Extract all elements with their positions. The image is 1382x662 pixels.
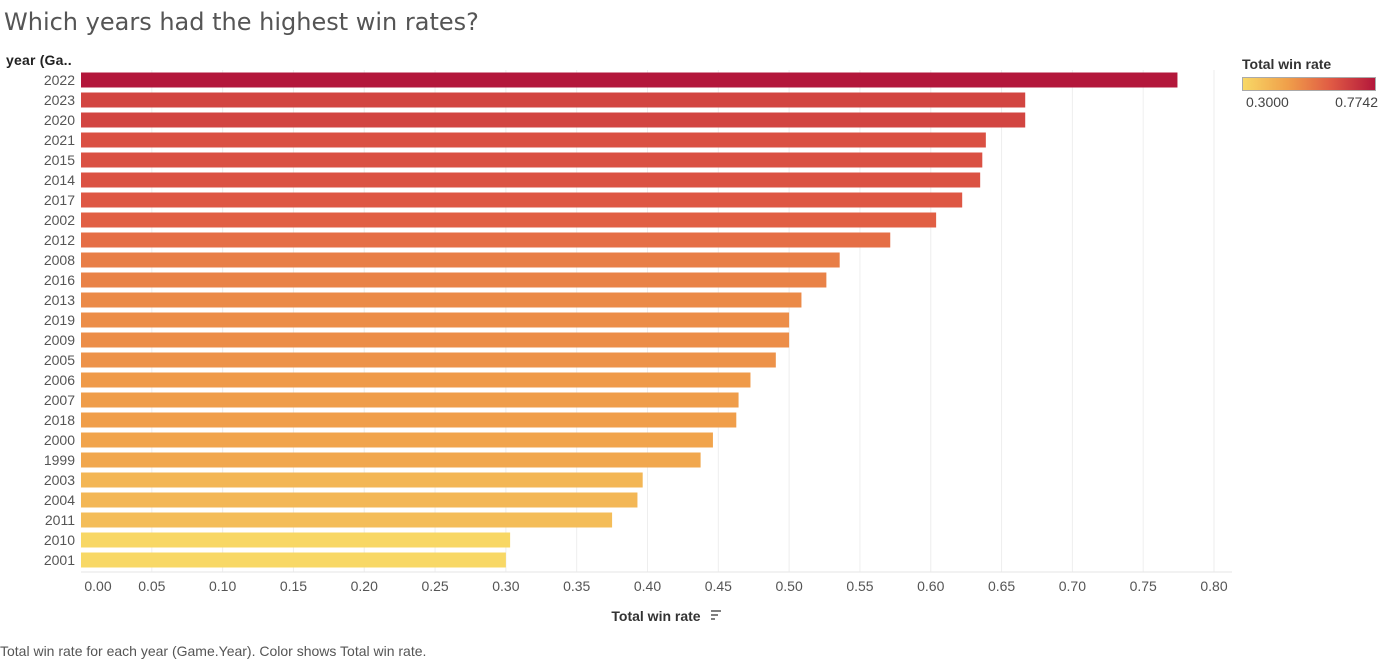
x-tick-label: 0.60 bbox=[917, 578, 944, 594]
category-label-2019[interactable]: 2019 bbox=[44, 312, 75, 328]
legend-max-label: 0.7742 bbox=[1335, 94, 1378, 110]
bar-2005[interactable] bbox=[81, 352, 776, 368]
bar-2021[interactable] bbox=[81, 132, 986, 148]
x-tick-label: 0.55 bbox=[846, 578, 873, 594]
legend-title: Total win rate bbox=[1242, 56, 1332, 72]
bar-2011[interactable] bbox=[81, 512, 613, 528]
category-label-2022[interactable]: 2022 bbox=[44, 72, 75, 88]
category-label-2006[interactable]: 2006 bbox=[44, 372, 75, 388]
x-tick-label: 0.35 bbox=[563, 578, 590, 594]
bar-2013[interactable] bbox=[81, 292, 802, 308]
bars bbox=[81, 72, 1178, 568]
x-axis-title[interactable]: Total win rate bbox=[611, 608, 700, 624]
x-tick-label: 0.40 bbox=[634, 578, 661, 594]
category-label-2001[interactable]: 2001 bbox=[44, 552, 75, 568]
bar-1999[interactable] bbox=[81, 452, 701, 468]
bar-2006[interactable] bbox=[81, 372, 751, 388]
x-tick-label: 0.25 bbox=[421, 578, 448, 594]
row-header[interactable]: year (Ga.. bbox=[6, 52, 72, 68]
category-label-2015[interactable]: 2015 bbox=[44, 152, 75, 168]
legend-min-label: 0.3000 bbox=[1246, 94, 1289, 110]
x-tick-label: 0.05 bbox=[138, 578, 165, 594]
bar-2016[interactable] bbox=[81, 272, 827, 288]
bar-2017[interactable] bbox=[81, 192, 963, 208]
x-axis-ticks: 0.00 0.05 0.10 0.15 0.20 0.25 0.30 0.35 0.40 0.45… bbox=[84, 578, 1227, 594]
x-tick-label: 0.45 bbox=[705, 578, 732, 594]
category-label-2000[interactable]: 2000 bbox=[44, 432, 75, 448]
bar-2002[interactable] bbox=[81, 212, 937, 228]
bar-2010[interactable] bbox=[81, 532, 511, 548]
chart-caption: Total win rate for each year (Game.Year)… bbox=[0, 643, 427, 659]
bar-2019[interactable] bbox=[81, 312, 790, 328]
category-label-2005[interactable]: 2005 bbox=[44, 352, 75, 368]
category-label-2010[interactable]: 2010 bbox=[44, 532, 75, 548]
category-label-2004[interactable]: 2004 bbox=[44, 492, 75, 508]
bar-2023[interactable] bbox=[81, 92, 1026, 108]
category-label-2011[interactable]: 2011 bbox=[45, 512, 75, 528]
x-tick-label: 0.75 bbox=[1130, 578, 1157, 594]
bar-2015[interactable] bbox=[81, 152, 983, 168]
bar-2007[interactable] bbox=[81, 392, 739, 408]
category-label-2017[interactable]: 2017 bbox=[44, 192, 75, 208]
x-tick-label: 0.80 bbox=[1200, 578, 1227, 594]
category-label-2012[interactable]: 2012 bbox=[44, 232, 75, 248]
x-tick-label: 0.10 bbox=[209, 578, 236, 594]
category-label-2014[interactable]: 2014 bbox=[44, 172, 75, 188]
x-tick-label: 0.30 bbox=[492, 578, 519, 594]
bar-2000[interactable] bbox=[81, 432, 713, 448]
bar-2012[interactable] bbox=[81, 232, 891, 248]
category-label-2007[interactable]: 2007 bbox=[44, 392, 75, 408]
category-label-2008[interactable]: 2008 bbox=[44, 252, 75, 268]
category-label-2023[interactable]: 2023 bbox=[44, 92, 75, 108]
category-label-2016[interactable]: 2016 bbox=[44, 272, 75, 288]
bar-2009[interactable] bbox=[81, 332, 790, 348]
bar-2018[interactable] bbox=[81, 412, 737, 428]
category-label-1999[interactable]: 1999 bbox=[44, 452, 75, 468]
bar-2008[interactable] bbox=[81, 252, 840, 268]
category-label-2003[interactable]: 2003 bbox=[44, 472, 75, 488]
bar-2014[interactable] bbox=[81, 172, 981, 188]
chart-title: Which years had the highest win rates? bbox=[4, 8, 479, 36]
x-tick-label: 0.50 bbox=[776, 578, 803, 594]
category-label-2020[interactable]: 2020 bbox=[44, 112, 75, 128]
color-legend[interactable]: Total win rate 0.3000 0.7742 bbox=[1242, 56, 1378, 112]
category-label-2009[interactable]: 2009 bbox=[44, 332, 75, 348]
category-label-2013[interactable]: 2013 bbox=[44, 292, 75, 308]
bar-2004[interactable] bbox=[81, 492, 638, 508]
bar-2001[interactable] bbox=[81, 552, 506, 568]
category-labels: 2022 2023 2020 2021 2015 2014 2017 2002 2012 2008… bbox=[44, 72, 75, 568]
bar-2020[interactable] bbox=[81, 112, 1026, 128]
x-tick-label: 0.20 bbox=[351, 578, 378, 594]
category-label-2021[interactable]: 2021 bbox=[44, 132, 75, 148]
bar-2003[interactable] bbox=[81, 472, 643, 488]
x-tick-label: 0.15 bbox=[280, 578, 307, 594]
bar-2022[interactable] bbox=[81, 72, 1178, 88]
x-tick-label: 0.70 bbox=[1059, 578, 1086, 594]
category-label-2002[interactable]: 2002 bbox=[44, 212, 75, 228]
legend-gradient bbox=[1242, 77, 1376, 91]
x-tick-label: 0.00 bbox=[84, 578, 111, 594]
category-label-2018[interactable]: 2018 bbox=[44, 412, 75, 428]
sort-icon[interactable] bbox=[711, 610, 721, 620]
x-tick-label: 0.65 bbox=[988, 578, 1015, 594]
